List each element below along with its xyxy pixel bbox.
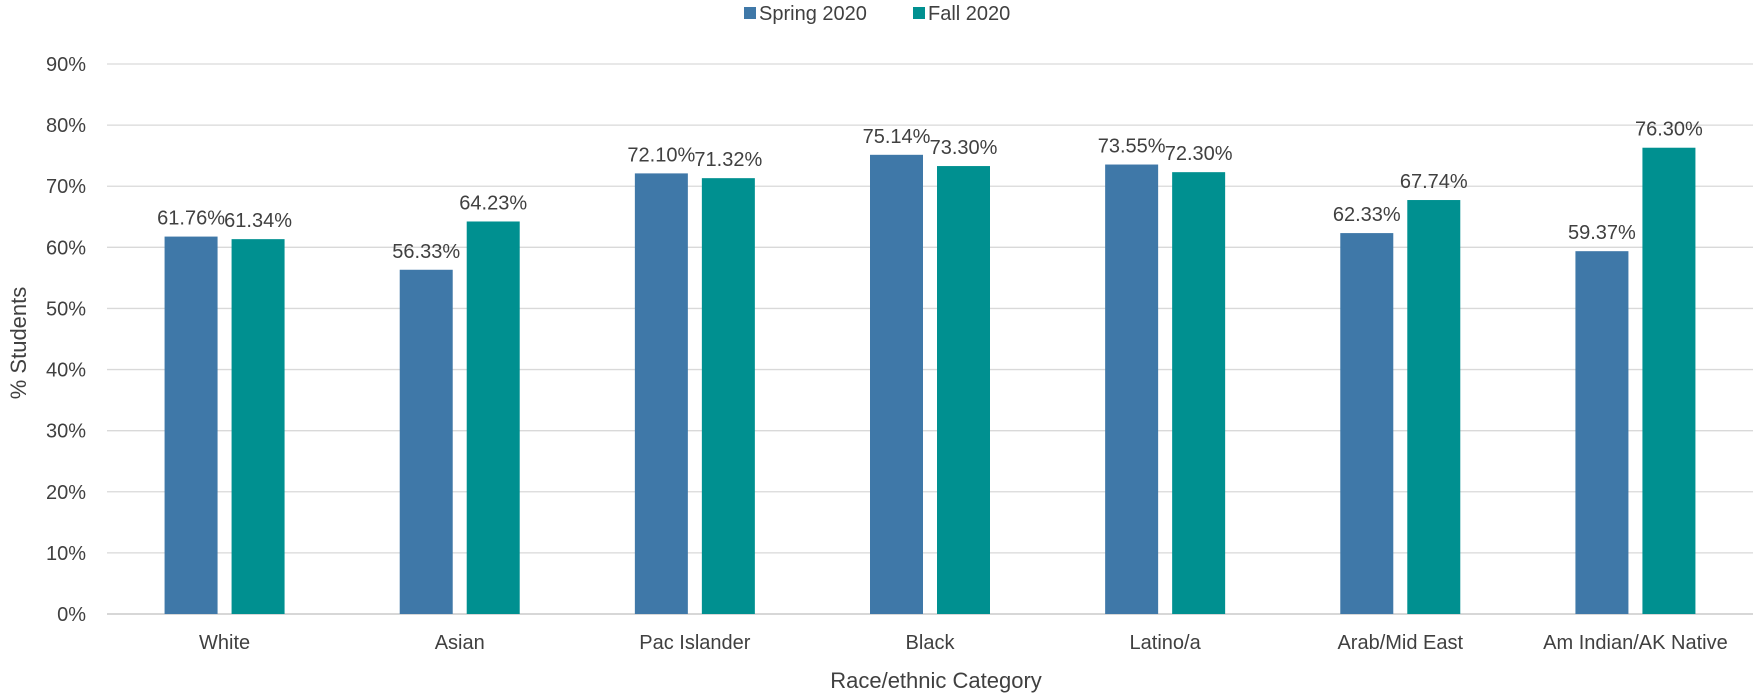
data-label: 56.33% [392, 241, 460, 263]
bar-fall-2020 [937, 166, 990, 615]
bar-spring-2020 [870, 154, 923, 615]
x-category-label: Pac Islander [639, 632, 751, 654]
bar-spring-2020 [1105, 164, 1159, 614]
legend-swatch [913, 7, 925, 19]
bar-fall-2020 [466, 221, 520, 614]
x-category-label: Asian [435, 632, 485, 654]
bar-fall-2020 [1172, 172, 1226, 614]
data-label: 62.33% [1333, 204, 1401, 226]
data-label: 64.23% [459, 192, 527, 214]
legend: Spring 2020 Fall 2020 [744, 3, 1010, 25]
data-label: 73.30% [930, 137, 998, 159]
data-label: 72.30% [1165, 143, 1233, 165]
data-label: 59.37% [1568, 222, 1636, 244]
gridlines [107, 63, 1753, 615]
y-tick-label: 90% [46, 54, 86, 76]
data-label: 67.74% [1400, 171, 1468, 193]
data-labels: 61.76% 61.34% 56.33% 64.23% 72.10% 71.32% 75.1… [157, 119, 1703, 263]
bars [164, 147, 1696, 615]
bar-fall-2020 [701, 178, 755, 614]
bar-fall-2020 [231, 239, 285, 614]
y-axis-ticks: 0% 10% 20% 30% 40% 50% 60% 70% 80% 90% [46, 54, 86, 626]
bar-spring-2020 [634, 173, 688, 614]
data-label: 73.55% [1098, 136, 1166, 158]
bar-spring-2020 [399, 269, 453, 614]
bar-fall-2020 [1642, 147, 1696, 614]
x-category-label: Arab/Mid East [1337, 632, 1463, 654]
data-label: 71.32% [694, 149, 762, 171]
x-category-label: Black [906, 632, 956, 654]
y-tick-label: 0% [57, 604, 86, 626]
y-tick-label: 20% [46, 482, 86, 504]
y-axis-title: % Students [6, 287, 31, 400]
x-category-label: White [199, 632, 250, 654]
data-label: 61.34% [224, 210, 292, 232]
x-axis-title: Race/ethnic Category [830, 668, 1042, 693]
data-label: 72.10% [627, 144, 695, 166]
legend-label: Spring 2020 [759, 3, 867, 25]
y-tick-label: 80% [46, 115, 86, 137]
y-tick-label: 30% [46, 421, 86, 443]
bar-spring-2020 [1575, 251, 1629, 614]
data-label: 76.30% [1635, 119, 1703, 141]
x-category-label: Latino/a [1130, 632, 1202, 654]
data-label: 75.14% [863, 126, 931, 148]
bar-spring-2020 [164, 236, 218, 615]
y-tick-label: 40% [46, 360, 86, 382]
x-axis-categories: White Asian Pac Islander Black Latino/a Arab/… [199, 632, 1728, 654]
y-tick-label: 70% [46, 176, 86, 198]
legend-swatch [744, 7, 756, 19]
y-tick-label: 10% [46, 543, 86, 565]
bar-fall-2020 [1407, 200, 1461, 615]
y-tick-label: 50% [46, 298, 86, 320]
x-category-label: Am Indian/AK Native [1543, 632, 1728, 654]
bar-spring-2020 [1340, 233, 1394, 614]
data-label: 61.76% [157, 208, 225, 230]
y-tick-label: 60% [46, 237, 86, 259]
legend-label: Fall 2020 [928, 3, 1010, 25]
